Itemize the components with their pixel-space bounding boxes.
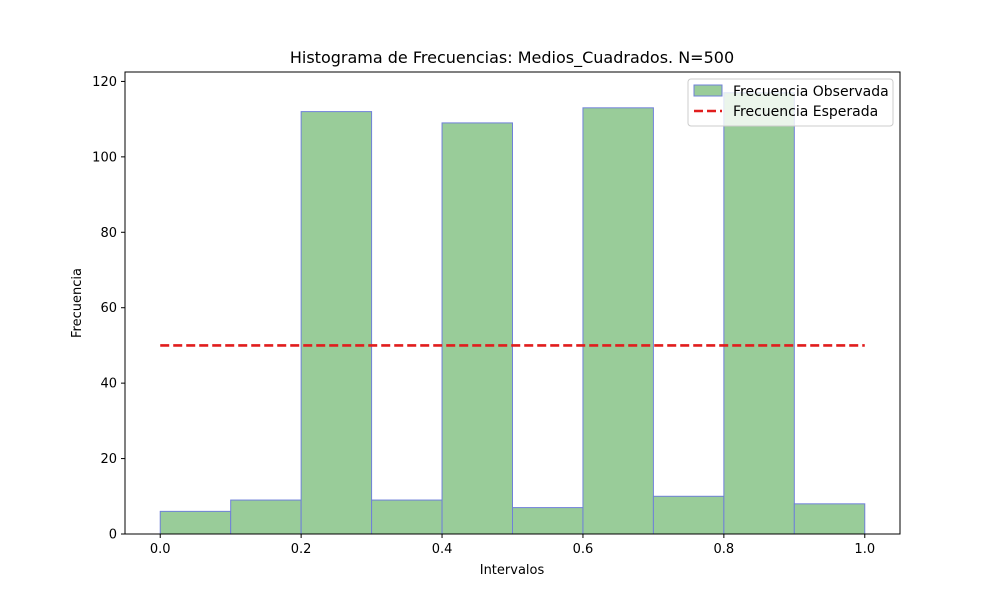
legend-swatch-observed (693, 84, 723, 97)
y-tick-label: 80 (100, 226, 117, 241)
x-tick-label: 0.4 (432, 542, 453, 557)
y-tick-label: 100 (92, 150, 117, 165)
x-tick-label: 0.8 (714, 542, 735, 557)
legend: Frecuencia Observada Frecuencia Esperada (687, 78, 894, 127)
plot-frame (124, 71, 901, 535)
histogram-bar-4 (441, 122, 513, 535)
histogram-bar-8 (723, 92, 795, 535)
histogram-bar-2 (300, 111, 373, 535)
y-axis-label: Frecuencia (70, 268, 85, 338)
y-axis-ticks: 0 20 40 60 80 100 120 (92, 75, 125, 543)
histogram-bar-3 (371, 499, 443, 535)
histogram-bar-0 (159, 510, 232, 535)
histogram-bar-9 (793, 503, 866, 535)
y-tick-label: 60 (100, 301, 117, 316)
x-tick-label: 0.2 (291, 542, 312, 557)
x-axis-label: Intervalos (480, 563, 545, 578)
histogram-bar-6 (582, 107, 654, 535)
y-tick-label: 120 (92, 75, 117, 90)
x-tick-label: 0.6 (573, 542, 594, 557)
legend-label-observed: Frecuencia Observada (733, 84, 889, 100)
y-tick-label: 0 (109, 528, 117, 543)
histogram-bar-5 (512, 507, 584, 535)
histogram-bars (159, 92, 866, 535)
x-tick-label: 0.0 (150, 542, 171, 557)
histogram-bar-7 (652, 495, 725, 535)
x-tick-label: 1.0 (854, 542, 875, 557)
legend-box (687, 78, 894, 127)
y-tick-label: 20 (100, 452, 117, 467)
y-tick-label: 40 (100, 377, 117, 392)
chart-title: Histograma de Frecuencias: Medios_Cuadra… (290, 48, 734, 68)
legend-label-expected: Frecuencia Esperada (733, 104, 878, 120)
x-axis-ticks: 0.0 0.2 0.4 0.6 0.8 1.0 (150, 534, 875, 557)
histogram-bar-1 (230, 499, 302, 535)
